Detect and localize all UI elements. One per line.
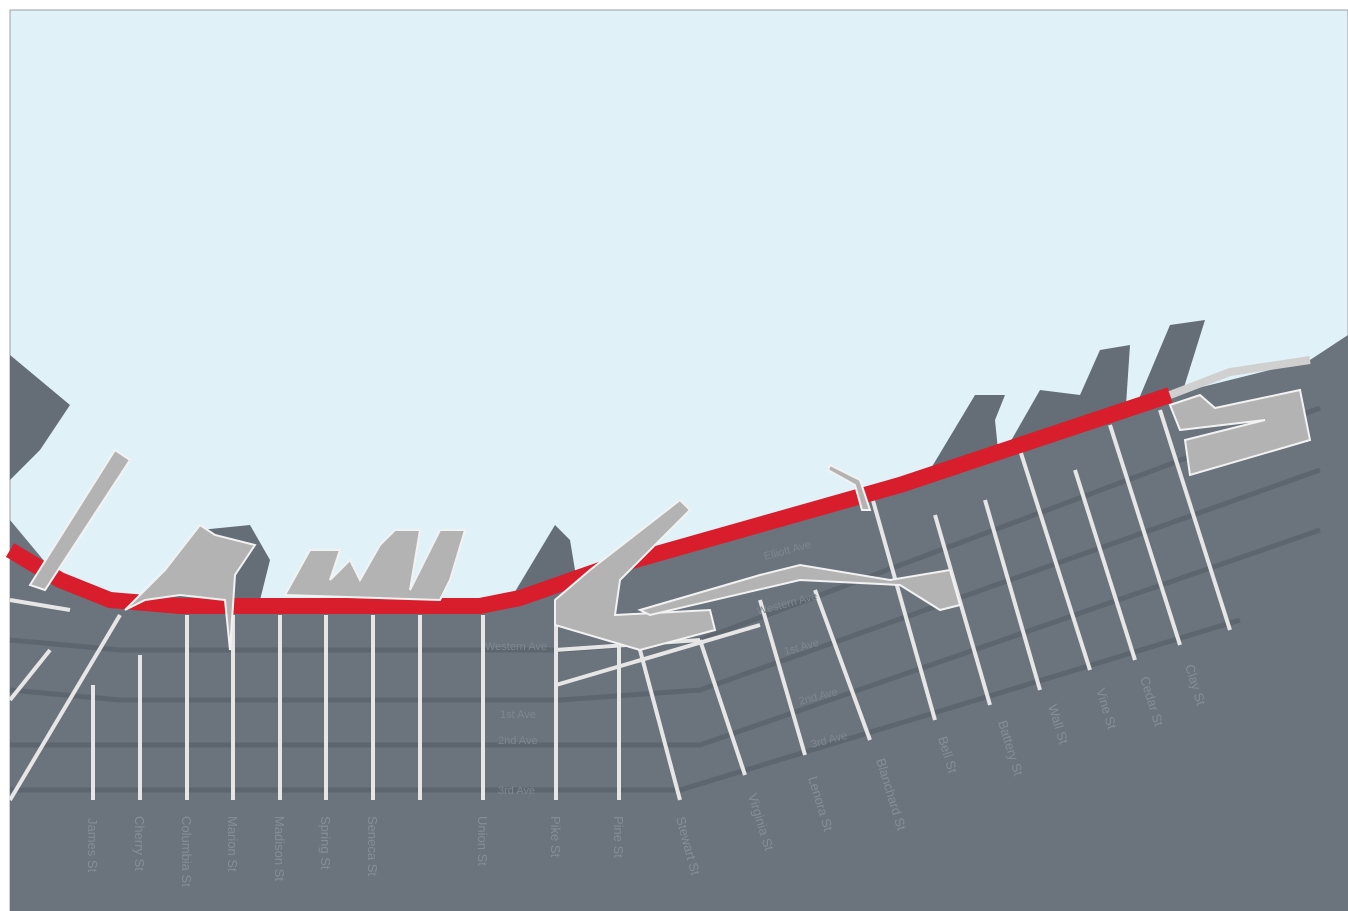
street-label: Pike St	[548, 816, 563, 858]
avenue-label: Western Ave	[485, 641, 547, 653]
street	[1158, 409, 1232, 631]
street	[1018, 449, 1092, 671]
avenue-label: 1st Ave	[500, 709, 536, 721]
street	[8, 613, 122, 802]
street	[1073, 469, 1137, 661]
street	[8, 648, 52, 702]
street	[813, 589, 872, 741]
street-label: Madison St	[272, 816, 287, 881]
street-label: Spring St	[318, 816, 333, 870]
avenue-label: 3rd Ave	[498, 785, 535, 797]
street	[698, 639, 747, 776]
street-label: Seneca St	[365, 816, 380, 876]
piers-overlay	[28, 388, 1312, 652]
street-label: Columbia St	[179, 816, 194, 887]
street	[9, 598, 71, 612]
street	[638, 649, 682, 801]
avenue-label: 2nd Ave	[498, 735, 538, 747]
street-label: Union St	[475, 816, 490, 866]
street	[983, 499, 1042, 691]
street-label: Marion St	[225, 816, 240, 872]
street-label: Pine St	[611, 816, 626, 858]
route-extension	[1168, 356, 1311, 399]
street-lines	[8, 409, 1232, 802]
street	[1108, 424, 1182, 646]
lower-land	[10, 600, 1348, 911]
street	[868, 489, 937, 721]
street	[555, 623, 761, 687]
street	[758, 599, 807, 756]
street	[933, 514, 992, 706]
route	[5, 387, 1173, 614]
street-label: Cherry St	[132, 816, 147, 871]
street-label: James St	[85, 818, 100, 873]
